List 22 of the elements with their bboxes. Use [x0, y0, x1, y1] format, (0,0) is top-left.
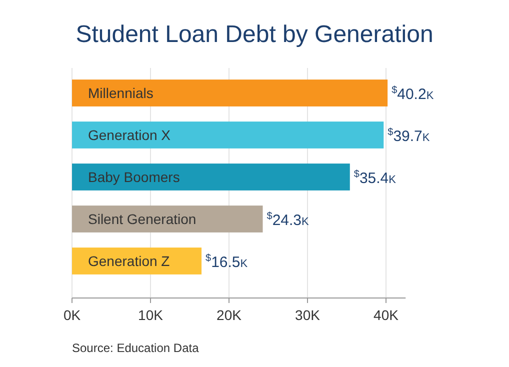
- y-tick-label: Silent Generation: [88, 211, 196, 227]
- data-label: $^{$}$24.3K: [266, 211, 310, 229]
- x-tick-label: 40K: [374, 307, 400, 323]
- data-label: $^{$}$39.7K: [388, 127, 430, 145]
- x-tick-label: 20K: [216, 307, 242, 323]
- source-note: Source: Education Data: [72, 341, 200, 355]
- data-label: $^{$}$16.5K: [206, 253, 248, 271]
- bar: [72, 164, 350, 190]
- bar: [72, 248, 202, 274]
- x-tick-label: 30K: [295, 307, 321, 323]
- y-tick-label: Millennials: [88, 85, 154, 101]
- chart-title: Student Loan Debt by Generation: [76, 21, 434, 48]
- y-tick-label: Generation Z: [88, 253, 170, 269]
- x-tick-label: 10K: [138, 307, 164, 323]
- x-tick-label: 0K: [63, 307, 82, 323]
- bar: [72, 206, 263, 232]
- y-tick-label: Generation X: [88, 127, 172, 143]
- y-tick-label: Baby Boomers: [88, 169, 180, 185]
- bar: [72, 122, 384, 148]
- data-label: $^{$}$40.2K: [392, 85, 434, 103]
- bar: [72, 80, 388, 106]
- data-label: $^{$}$35.4K: [354, 169, 397, 187]
